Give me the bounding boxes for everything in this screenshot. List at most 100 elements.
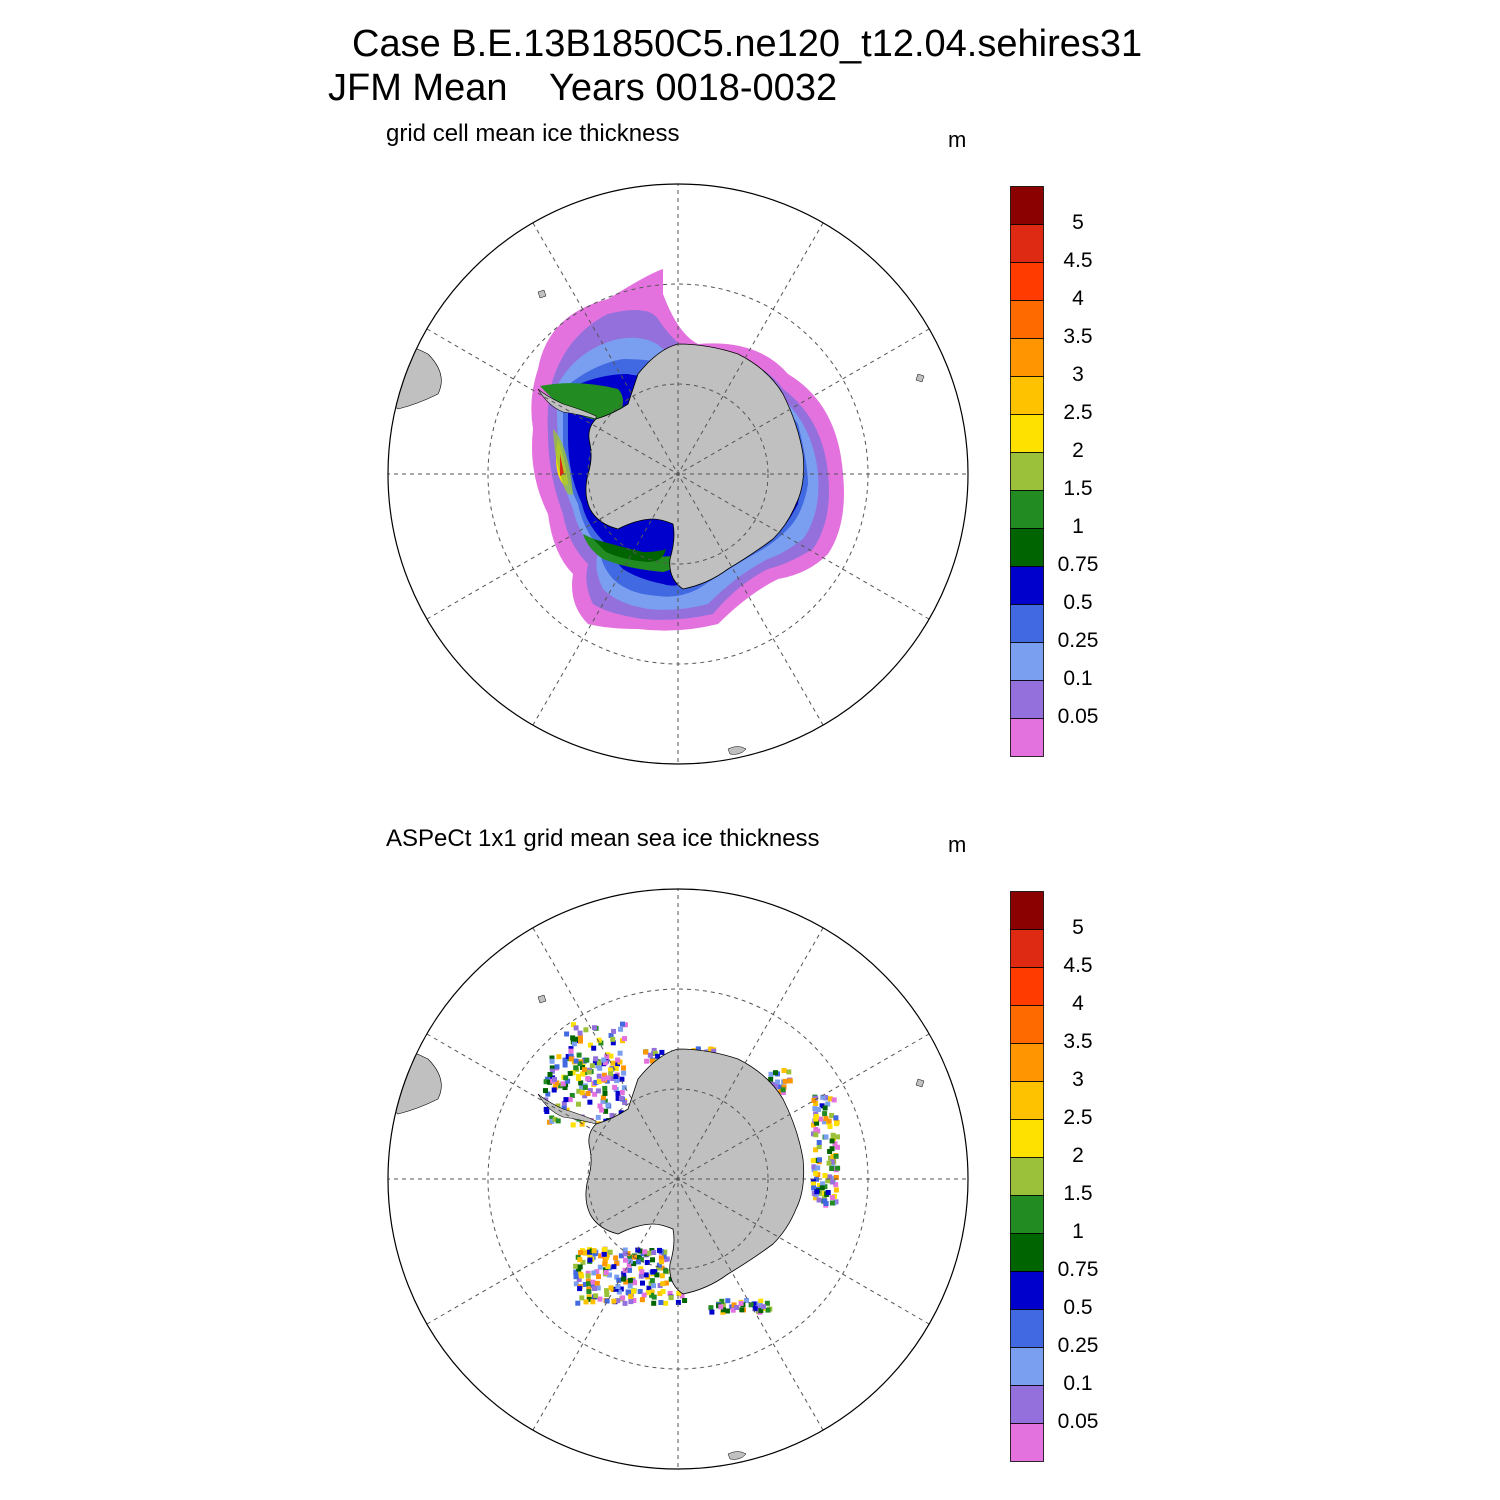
colorbar-tick-label: 1 (1072, 1220, 1084, 1243)
obs-cell (567, 1097, 573, 1103)
obs-cell (576, 1277, 582, 1282)
colorbar-swatch (1010, 300, 1044, 339)
antarctica-land (585, 1048, 805, 1295)
obs-cell (617, 1050, 623, 1056)
obs-cell (594, 1280, 600, 1286)
colorbar-swatch (1010, 376, 1044, 415)
obs-cell (822, 1119, 827, 1125)
obs-cell (549, 1055, 555, 1061)
obs-cell (618, 1253, 624, 1259)
obs-cell (609, 1113, 615, 1118)
colorbar-swatch (1010, 338, 1044, 377)
obs-cell (578, 1038, 583, 1044)
obs-cell (813, 1132, 819, 1138)
obs-cell (813, 1101, 819, 1106)
colorbar-tick-label: 4.5 (1063, 954, 1093, 977)
obs-cell (708, 1305, 714, 1311)
colorbar-tick-label: 1.5 (1063, 477, 1093, 500)
ice-green-edge (553, 429, 573, 495)
colorbar-swatch (1010, 186, 1044, 225)
obs-cell (640, 1280, 645, 1286)
obs-cell (811, 1097, 817, 1103)
obs-cell (811, 1122, 816, 1128)
obs-cell (814, 1120, 820, 1126)
obs-cell (601, 1076, 606, 1082)
obs-cell (568, 1056, 574, 1062)
obs-cell (610, 1076, 616, 1081)
obs-cell (813, 1113, 819, 1119)
obs-cell (608, 1071, 614, 1077)
obs-cell (585, 1270, 591, 1276)
obs-cell (579, 1295, 585, 1301)
obs-cell (835, 1144, 840, 1150)
obs-cell (610, 1060, 616, 1066)
obs-cell (587, 1254, 593, 1260)
obs-cell (650, 1257, 655, 1263)
obs-cell (565, 1078, 571, 1084)
obs-cell (614, 1274, 620, 1280)
panel2-colorbar: 5 4.5 4 3.5 3 2.5 2 1.5 1 0.75 0.5 0.25 0.1 0.05 (1010, 891, 1098, 1468)
obs-cell (823, 1201, 829, 1206)
obs-cell (615, 1095, 621, 1101)
obs-cell (610, 1040, 616, 1046)
obs-cell (833, 1121, 839, 1127)
obs-cell (563, 1097, 569, 1103)
obs-cell (589, 1283, 595, 1289)
obs-cell (577, 1034, 583, 1040)
obs-cell (592, 1286, 597, 1291)
obs-cell (602, 1261, 608, 1267)
obs-cell (586, 1296, 592, 1302)
obs-cell (676, 1291, 682, 1297)
panel1-colorbar-swatches (1010, 186, 1044, 757)
obs-cell (601, 1251, 607, 1257)
obs-cell (568, 1048, 574, 1054)
obs-cell (644, 1260, 650, 1265)
obs-cell (649, 1278, 655, 1284)
panel2-units: m (948, 832, 967, 857)
obs-cell (623, 1257, 628, 1263)
colorbar-tick-label: 3.5 (1063, 1030, 1093, 1053)
colorbar-tick-label: 3 (1072, 1068, 1084, 1091)
obs-cell (822, 1105, 828, 1111)
obs-cell (622, 1300, 628, 1306)
obs-cell (604, 1288, 610, 1294)
obs-cell (608, 1033, 614, 1038)
obs-cell (544, 1076, 550, 1082)
obs-cell (592, 1091, 598, 1097)
obs-cell (829, 1146, 835, 1152)
obs-cell (816, 1197, 822, 1203)
obs-cell (613, 1255, 619, 1261)
colorbar-swatch (1010, 490, 1044, 529)
obs-cell (758, 1308, 764, 1314)
colorbar-tick-label: 0.5 (1063, 1296, 1093, 1319)
obs-cell (761, 1304, 766, 1310)
obs-cell (611, 1264, 617, 1270)
obs-cell (661, 1253, 667, 1259)
obs-cell (604, 1292, 610, 1297)
obs-cell (765, 1307, 771, 1313)
obs-cell (589, 1063, 595, 1069)
obs-cell (592, 1251, 598, 1257)
obs-cell (591, 1270, 597, 1276)
obs-cell (618, 1110, 624, 1116)
obs-cell (622, 1247, 628, 1253)
obs-cell (599, 1107, 605, 1113)
obs-cell (551, 1087, 557, 1093)
obs-cell (570, 1070, 576, 1076)
obs-cell (731, 1302, 737, 1308)
obs-cell (627, 1277, 633, 1283)
obs-cell (543, 1079, 549, 1085)
colorbar-swatch (1010, 1119, 1044, 1158)
obs-cell (549, 1115, 555, 1121)
obs-cell (643, 1272, 649, 1278)
obs-cell (562, 1062, 568, 1068)
obs-cell (554, 1080, 560, 1086)
colorbar-swatch (1010, 528, 1044, 567)
obs-cell (596, 1037, 602, 1043)
colorbar-swatch (1010, 1157, 1044, 1196)
obs-cell (816, 1144, 822, 1150)
obs-cell (641, 1292, 647, 1298)
obs-cell (597, 1065, 603, 1071)
obs-cell (833, 1182, 839, 1188)
obs-cell (830, 1132, 836, 1138)
